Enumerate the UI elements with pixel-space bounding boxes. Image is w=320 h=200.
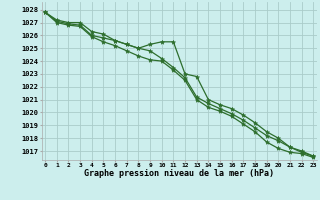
X-axis label: Graphe pression niveau de la mer (hPa): Graphe pression niveau de la mer (hPa)	[84, 169, 274, 178]
